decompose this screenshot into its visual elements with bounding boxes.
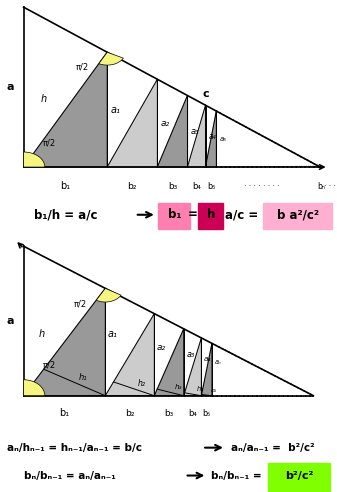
- Text: a₁: a₁: [108, 330, 118, 339]
- Text: a₅: a₅: [220, 136, 227, 142]
- Text: h: h: [39, 329, 45, 338]
- Text: b₅: b₅: [207, 182, 215, 190]
- Text: b₃: b₃: [168, 182, 177, 190]
- Text: bₙ/bₙ₋₁ = aₙ/aₙ₋₁: bₙ/bₙ₋₁ = aₙ/aₙ₋₁: [24, 470, 115, 481]
- Text: b a²/c²: b a²/c²: [277, 208, 318, 221]
- Text: aₙ/hₙ₋₁ = hₙ₋₁/aₙ₋₁ = b/c: aₙ/hₙ₋₁ = hₙ₋₁/aₙ₋₁ = b/c: [7, 443, 142, 453]
- Text: aₙ: aₙ: [215, 359, 221, 365]
- Text: b₅: b₅: [203, 409, 211, 418]
- Text: a₄: a₄: [204, 356, 212, 362]
- Text: b₂: b₂: [127, 182, 137, 190]
- Text: a₃: a₃: [191, 127, 199, 136]
- Polygon shape: [202, 343, 212, 396]
- Text: =: =: [188, 208, 198, 221]
- Text: b₁/h = a/c: b₁/h = a/c: [34, 208, 97, 221]
- Text: h₅: h₅: [211, 388, 217, 393]
- Text: a₃: a₃: [186, 350, 195, 359]
- Text: b₂: b₂: [125, 409, 134, 418]
- Text: aₙ/aₙ₋₁ =  b²/c²: aₙ/aₙ₋₁ = b²/c²: [231, 443, 314, 453]
- Text: b₄: b₄: [192, 182, 201, 190]
- Polygon shape: [157, 95, 187, 167]
- Text: b²/c²: b²/c²: [285, 470, 313, 481]
- FancyBboxPatch shape: [158, 203, 190, 229]
- Text: · · · · · · · ·: · · · · · · · ·: [244, 182, 279, 190]
- Text: π/2: π/2: [75, 62, 89, 71]
- Text: a: a: [6, 82, 14, 92]
- FancyBboxPatch shape: [198, 203, 223, 229]
- Polygon shape: [107, 79, 157, 167]
- FancyBboxPatch shape: [263, 203, 332, 229]
- Text: h₂: h₂: [138, 379, 146, 388]
- Text: a/c =: a/c =: [225, 208, 258, 221]
- Polygon shape: [206, 111, 216, 167]
- Text: b₄: b₄: [188, 409, 197, 418]
- Text: bₙ: bₙ: [317, 182, 325, 190]
- Text: b₁: b₁: [168, 208, 181, 221]
- Text: h₃: h₃: [175, 384, 182, 390]
- Text: h₄: h₄: [197, 386, 204, 392]
- Wedge shape: [24, 380, 45, 396]
- Text: a₂: a₂: [161, 119, 170, 127]
- Polygon shape: [184, 338, 202, 396]
- Text: a₁: a₁: [111, 105, 120, 115]
- Polygon shape: [154, 329, 184, 396]
- Text: b₃: b₃: [164, 409, 174, 418]
- Text: · · ·: · · ·: [324, 182, 335, 190]
- Text: c: c: [203, 89, 210, 99]
- Text: π/2: π/2: [42, 361, 55, 370]
- Polygon shape: [24, 288, 105, 396]
- Text: a: a: [6, 316, 14, 326]
- Text: b₁: b₁: [59, 408, 69, 419]
- Text: a₂: a₂: [157, 342, 166, 352]
- FancyBboxPatch shape: [268, 463, 330, 491]
- Text: π/2: π/2: [42, 139, 55, 148]
- Text: π/2: π/2: [73, 299, 87, 308]
- Polygon shape: [24, 52, 107, 167]
- Text: h₁: h₁: [79, 373, 87, 382]
- Polygon shape: [105, 314, 154, 396]
- Polygon shape: [187, 105, 206, 167]
- Text: bₙ/bₙ₋₁ =: bₙ/bₙ₋₁ =: [211, 470, 262, 481]
- Text: a₄: a₄: [209, 132, 216, 141]
- Text: h: h: [41, 94, 47, 104]
- Wedge shape: [96, 288, 121, 302]
- Text: h: h: [207, 208, 215, 221]
- Wedge shape: [24, 152, 45, 167]
- Text: b₁: b₁: [60, 181, 70, 191]
- Wedge shape: [99, 52, 123, 65]
